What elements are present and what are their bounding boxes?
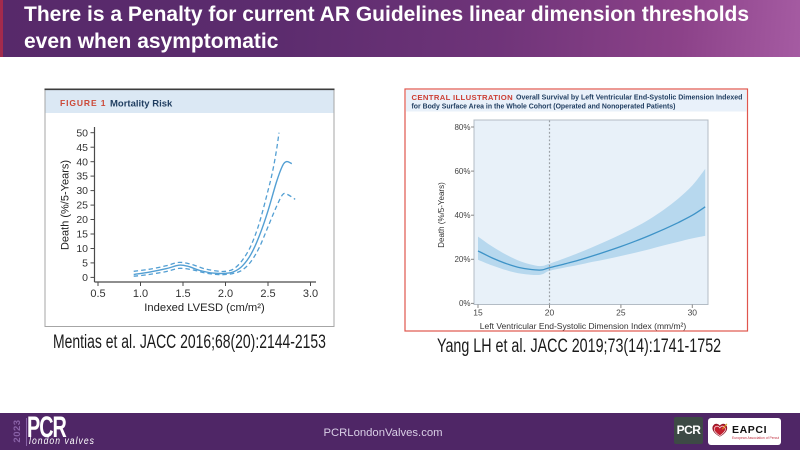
svg-text:Mortality Risk: Mortality Risk bbox=[110, 99, 173, 110]
svg-text:1.0: 1.0 bbox=[133, 288, 148, 300]
svg-text:45: 45 bbox=[76, 142, 88, 154]
svg-text:3.0: 3.0 bbox=[303, 288, 318, 300]
svg-text:Left Ventricular End-Systolic: Left Ventricular End-Systolic Dimension … bbox=[480, 321, 687, 331]
svg-text:CENTRAL ILLUSTRATION: CENTRAL ILLUSTRATION bbox=[412, 93, 514, 102]
svg-text:40: 40 bbox=[76, 156, 88, 168]
svg-text:FIGURE 1: FIGURE 1 bbox=[60, 98, 106, 108]
svg-text:50: 50 bbox=[76, 127, 88, 139]
svg-text:for Body Surface Area in the W: for Body Surface Area in the Whole Cohor… bbox=[412, 104, 676, 111]
svg-text:20: 20 bbox=[545, 308, 555, 318]
svg-text:Death (%/5-Years): Death (%/5-Years) bbox=[437, 182, 446, 248]
svg-text:80%: 80% bbox=[454, 123, 470, 132]
svg-text:0%: 0% bbox=[459, 299, 471, 308]
svg-text:0.5: 0.5 bbox=[90, 288, 105, 300]
svg-text:1.5: 1.5 bbox=[175, 288, 190, 300]
svg-text:40%: 40% bbox=[454, 211, 470, 220]
svg-text:5: 5 bbox=[82, 258, 88, 270]
svg-text:60%: 60% bbox=[454, 167, 470, 176]
svg-text:0: 0 bbox=[82, 272, 88, 284]
svg-text:30: 30 bbox=[688, 308, 698, 318]
svg-text:25: 25 bbox=[76, 200, 88, 212]
svg-text:35: 35 bbox=[76, 171, 88, 183]
svg-text:30: 30 bbox=[76, 185, 88, 197]
svg-text:2.0: 2.0 bbox=[218, 288, 233, 300]
svg-text:15: 15 bbox=[473, 308, 483, 318]
svg-text:20: 20 bbox=[76, 214, 88, 226]
svg-text:20%: 20% bbox=[454, 255, 470, 264]
svg-text:15: 15 bbox=[76, 229, 88, 241]
svg-text:Overall Survival by Left Ventr: Overall Survival by Left Ventricular End… bbox=[516, 95, 742, 102]
svg-text:25: 25 bbox=[616, 308, 626, 318]
svg-text:10: 10 bbox=[76, 243, 88, 255]
svg-text:2.5: 2.5 bbox=[260, 288, 275, 300]
svg-text:Indexed LVESD (cm/m²): Indexed LVESD (cm/m²) bbox=[144, 302, 265, 314]
svg-text:Death (%/5-Years): Death (%/5-Years) bbox=[60, 160, 72, 250]
